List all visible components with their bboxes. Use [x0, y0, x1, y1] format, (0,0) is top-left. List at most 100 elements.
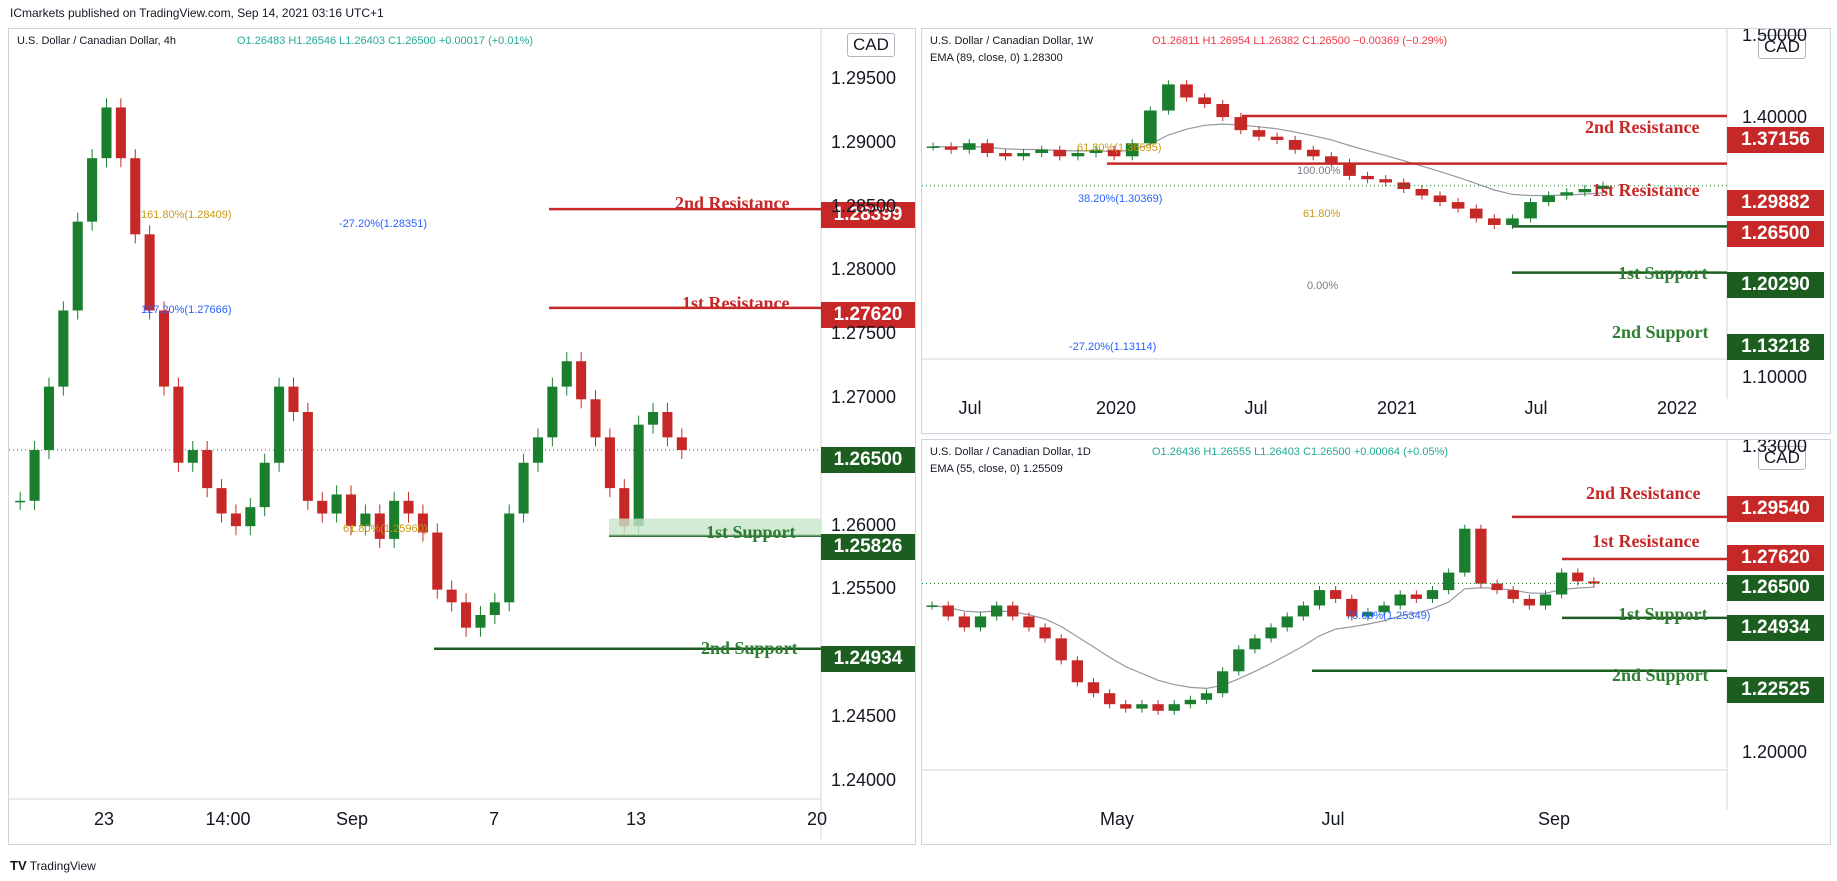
candle-body: [489, 602, 500, 616]
tradingview-logo-icon: TV: [10, 858, 27, 873]
level-label: 2nd Resistance: [675, 193, 790, 213]
candle-body: [1378, 605, 1390, 613]
chart-panel-daily[interactable]: U.S. Dollar / Canadian Dollar, 1D O1.264…: [921, 439, 1831, 845]
level-label: 1st Resistance: [1592, 531, 1700, 551]
x-tick: Jul: [1321, 809, 1345, 829]
candle-body: [1459, 528, 1471, 573]
x-tick: 20: [806, 809, 828, 829]
candle-body: [1180, 84, 1193, 98]
candle-body: [1288, 139, 1302, 150]
y-tick: 1.40000: [1742, 107, 1808, 127]
candle-body: [958, 616, 971, 628]
level-label: 2nd Resistance: [1585, 117, 1700, 137]
chart-panel-weekly[interactable]: U.S. Dollar / Canadian Dollar, 1W O1.268…: [921, 28, 1831, 434]
candle-body: [1184, 699, 1197, 705]
candle-body: [72, 221, 83, 311]
candle-body: [1265, 627, 1277, 639]
currency-badge[interactable]: CAD: [1758, 35, 1806, 59]
candle-body: [1089, 149, 1103, 154]
candle-body: [1506, 218, 1519, 225]
currency-badge[interactable]: CAD: [847, 33, 895, 57]
candle-body: [1524, 202, 1537, 219]
candle-body: [1198, 97, 1211, 104]
candle-body: [1071, 153, 1085, 157]
price-tag: 1.29540: [1727, 496, 1824, 522]
candle-body: [1035, 149, 1049, 154]
candle-body: [432, 532, 443, 590]
candle-body: [475, 615, 486, 628]
candle-body: [317, 500, 328, 514]
y-tick: 1.26000: [831, 515, 897, 535]
candle-body: [259, 462, 270, 508]
price-tag: 1.26500: [1727, 575, 1824, 601]
candle-body: [1103, 693, 1116, 705]
candle-body: [1572, 572, 1584, 582]
candle-body: [1297, 605, 1310, 617]
candle-body: [1560, 192, 1574, 196]
candle-body: [1329, 590, 1342, 599]
candle-body: [288, 386, 299, 412]
y-tick: 1.24000: [831, 770, 897, 790]
chart-daily-canvas: [922, 440, 1728, 810]
candle-body: [662, 411, 673, 438]
candle-body: [187, 450, 198, 463]
candle-body: [1168, 704, 1180, 711]
candle-body: [1523, 598, 1536, 606]
candle-body: [944, 146, 958, 150]
candle-body: [1361, 175, 1374, 180]
candle-body: [403, 500, 414, 514]
level-label: 2nd Resistance: [1586, 483, 1701, 503]
y-tick: 1.25500: [831, 578, 897, 598]
candle-body: [1507, 590, 1519, 599]
candle-body: [974, 616, 987, 628]
x-tick: 7: [488, 809, 500, 829]
candle-body: [1039, 627, 1051, 639]
candle-body: [1415, 189, 1429, 196]
price-tag: 1.25826: [821, 534, 915, 560]
candle-body: [1216, 671, 1229, 694]
price-tag: 1.27620: [821, 302, 915, 328]
candle-body: [1136, 704, 1148, 709]
candle-body: [58, 310, 69, 387]
chart-weekly-canvas: [922, 29, 1728, 399]
candle-body: [43, 386, 54, 451]
x-tick: 14:00: [205, 809, 251, 829]
x-tick: Jul: [1244, 398, 1268, 418]
chart-panel-4h[interactable]: U.S. Dollar / Canadian Dollar, 4h O1.264…: [8, 28, 916, 845]
candle-body: [389, 500, 400, 539]
x-tick: 2020: [1095, 398, 1137, 418]
fib-label: 61.80%(1.36595): [1077, 142, 1162, 154]
ohlc-readout: O1.26436 H1.26555 L1.26403 C1.26500 +0.0…: [1152, 446, 1449, 458]
candle-body: [1055, 638, 1067, 661]
candle-body: [202, 450, 213, 489]
candle-body: [1426, 590, 1439, 599]
candle-body: [461, 602, 472, 628]
y-tick: 1.29000: [831, 132, 897, 152]
price-tag: 1.24934: [821, 646, 915, 672]
candle-body: [990, 605, 1003, 617]
fib-label: 61.80%(1.25960): [343, 523, 428, 535]
candle-body: [1397, 182, 1411, 189]
level-label: 2nd Support: [1612, 665, 1709, 685]
candle-body: [1007, 605, 1019, 617]
candle-body: [1306, 149, 1320, 157]
price-tag: 1.24934: [1727, 615, 1824, 641]
candle-body: [15, 500, 26, 503]
fib-label: 78.60%(1.25349): [1346, 610, 1431, 622]
candle-body: [1442, 572, 1455, 591]
candle-body: [1120, 704, 1132, 709]
candle-body: [1410, 594, 1423, 599]
fib-label: 100.00%: [1297, 165, 1341, 177]
price-tag: 1.29882: [1727, 190, 1824, 216]
price-tag: 1.28399: [821, 202, 915, 228]
candle-body: [648, 411, 659, 425]
candle-body: [1233, 649, 1245, 672]
price-tag: 1.20290: [1727, 272, 1824, 298]
candle-body: [1107, 149, 1121, 157]
candle-body: [547, 386, 558, 438]
candle-body: [1125, 143, 1139, 157]
candle-body: [1362, 612, 1374, 617]
candle-body: [29, 450, 40, 501]
candle-body: [1539, 594, 1552, 606]
currency-badge[interactable]: CAD: [1758, 446, 1806, 470]
